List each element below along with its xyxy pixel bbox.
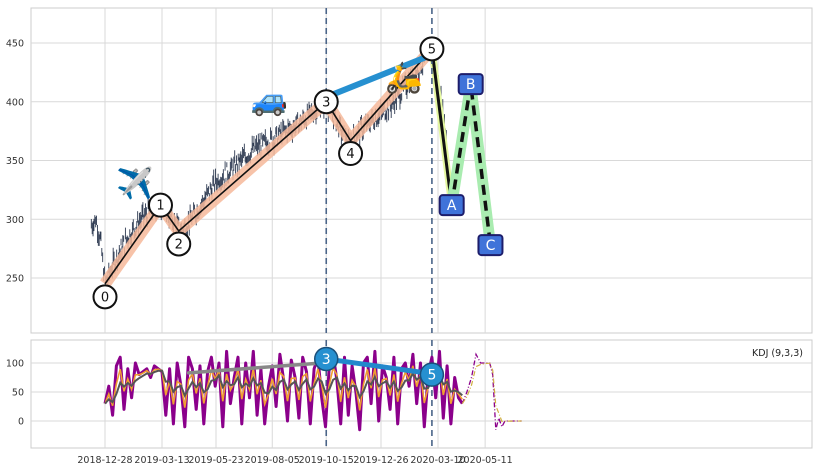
wave-point-circle (92, 284, 118, 310)
wave-point-label: 4 (346, 147, 354, 162)
kdj-trend-line (186, 361, 324, 375)
kdj-series-d (104, 369, 463, 405)
wave-point-circle (166, 231, 192, 257)
correction-label: B (466, 77, 476, 93)
price-y-tick-label: 450 (6, 39, 24, 50)
price-y-tick-label: 400 (6, 97, 24, 108)
kdj-bubble (313, 346, 339, 372)
wave-point-label: 1 (156, 199, 164, 214)
wave-point-label: 5 (428, 42, 436, 57)
kdj-trend-line (323, 356, 441, 378)
correction-label: A (447, 198, 457, 214)
kdj-bubble (419, 362, 445, 387)
kdj-y-tick-label: 50 (12, 388, 24, 399)
x-tick-label: 2020-05-11 (458, 455, 513, 466)
price-y-tick-label: 300 (6, 215, 24, 226)
correction-box (477, 234, 504, 257)
correction-box (438, 194, 465, 217)
kdj-y-tick-label: 100 (6, 359, 24, 370)
x-tick-label: 2019-10-15 (299, 455, 354, 466)
price-panel: 250 300 350 400 450 0 1 2 3 4 5 A B C ✈️ 🚙 🛵 (6, 7, 813, 334)
kdj-bubble-label: 5 (427, 368, 436, 384)
wave-point-circle (419, 36, 445, 62)
x-tick-label: 2019-03-13 (134, 455, 189, 466)
wave-point-circle (338, 141, 364, 167)
wave-point-circle (313, 89, 339, 115)
x-tick-label: 2018-12-28 (77, 455, 132, 466)
wave-point-label: 2 (175, 238, 183, 253)
scooter-emoji: 🛵 (385, 61, 422, 96)
correction-box (457, 73, 484, 96)
kdj-y-tick-label: 0 (18, 417, 24, 428)
price-y-tick-label: 250 (6, 274, 24, 285)
kdj-legend: KDJ (9,3,3) (752, 348, 803, 359)
kdj-projection-j (461, 352, 522, 430)
kdj-bubble-label: 3 (322, 352, 331, 368)
wave-point-label: 0 (101, 290, 109, 305)
x-tick-label: 2020-03-10 (410, 455, 465, 466)
correction-line-abc (449, 83, 493, 246)
wave-line (104, 48, 433, 285)
correction-line-5-a (430, 48, 454, 206)
kdj-projection-k (461, 362, 522, 423)
correction-label: C (486, 238, 496, 254)
x-tick-label: 2019-05-23 (188, 455, 243, 466)
wave-point-circle (148, 192, 173, 218)
kdj-series-k (104, 365, 463, 411)
wave-point-label: 3 (322, 95, 330, 110)
price-y-tick-label: 350 (6, 156, 24, 167)
airplane-emoji: ✈️ (116, 164, 153, 201)
kdj-lines (103, 349, 522, 432)
x-tick-label: 2019-12-26 (353, 455, 408, 466)
trend-line-3-5 (323, 51, 435, 101)
car-emoji: 🚙 (251, 83, 288, 118)
x-tick-label: 2019-08-05 (245, 455, 300, 466)
